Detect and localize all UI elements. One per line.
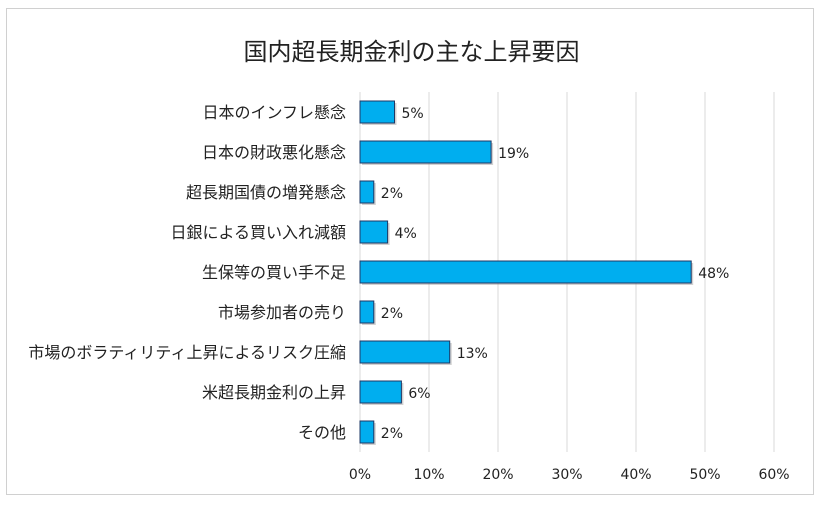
category-label: 生保等の買い手不足 [202, 263, 346, 282]
bar [359, 340, 451, 364]
category-label: 日本のインフレ懸念 [202, 103, 346, 122]
data-label: 2% [381, 426, 403, 442]
bar [359, 420, 375, 444]
category-label: 日銀による買い入れ減額 [170, 223, 346, 242]
chart-title: 国内超長期金利の主な上昇要因 [243, 38, 580, 66]
data-label: 4% [395, 226, 417, 242]
x-tick-label: 10% [413, 467, 444, 483]
data-label: 2% [381, 186, 403, 202]
category-label: 市場のボラティリティ上昇によるリスク圧縮 [28, 343, 346, 362]
bar [359, 100, 395, 124]
data-label: 5% [402, 106, 424, 122]
bar [359, 220, 389, 244]
bar [359, 180, 375, 204]
x-tick-label: 50% [689, 467, 720, 483]
category-label: 市場参加者の売り [218, 303, 346, 322]
x-tick-label: 60% [758, 467, 789, 483]
category-label: その他 [298, 423, 346, 442]
labels-layer: 0% 10% 20% 30% 40% 50% 60% 日本のインフレ懸念 5% 日本の財政悪化懸念… [28, 103, 789, 483]
bar [359, 300, 375, 324]
x-tick-label: 20% [482, 467, 513, 483]
bars-layer [359, 100, 694, 445]
category-label: 超長期国債の増発懸念 [186, 183, 346, 202]
x-tick-label: 30% [551, 467, 582, 483]
data-label: 19% [498, 146, 529, 162]
category-label: 米超長期金利の上昇 [202, 383, 346, 402]
data-label: 48% [698, 266, 729, 282]
data-label: 6% [408, 386, 430, 402]
x-tick-label: 0% [349, 467, 371, 483]
data-label: 2% [381, 306, 403, 322]
data-label: 13% [457, 346, 488, 362]
bar [359, 260, 692, 284]
x-tick-label: 40% [620, 467, 651, 483]
category-label: 日本の財政悪化懸念 [202, 143, 346, 162]
bar [359, 140, 492, 164]
bar [359, 380, 402, 404]
chart-frame [6, 8, 814, 495]
